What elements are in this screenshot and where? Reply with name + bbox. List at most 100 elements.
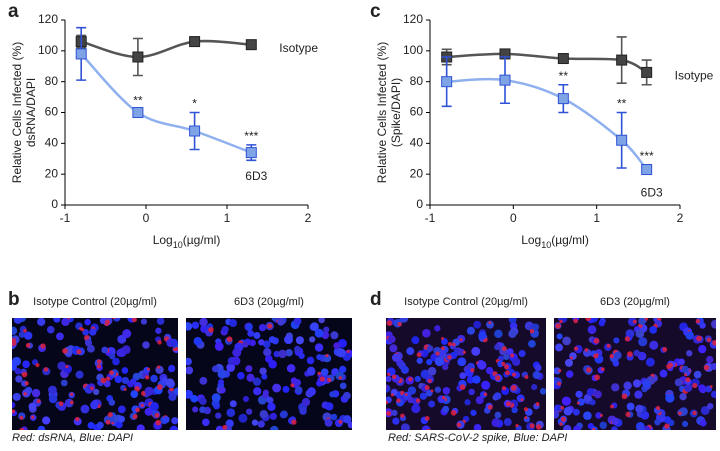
- nucleus: [122, 329, 132, 339]
- nucleus: [217, 379, 225, 386]
- nucleus: [186, 366, 194, 375]
- data-point: [75, 48, 87, 60]
- nucleus: [575, 390, 583, 398]
- nucleus: [165, 378, 175, 388]
- stain: [155, 419, 162, 426]
- nucleus: [636, 425, 645, 430]
- nucleus: [162, 416, 170, 423]
- stain: [112, 318, 116, 320]
- nucleus: [561, 396, 571, 406]
- stain: [43, 367, 49, 372]
- nucleus: [706, 355, 714, 364]
- nucleus: [89, 328, 97, 336]
- nucleus: [699, 419, 707, 427]
- nucleus: [698, 384, 706, 392]
- nucleus: [503, 418, 512, 426]
- stain: [593, 338, 600, 344]
- stain: [24, 381, 29, 386]
- nucleus: [301, 397, 311, 407]
- stain: [134, 386, 140, 392]
- nucleus: [562, 336, 572, 346]
- data-point: [557, 93, 569, 105]
- stain: [535, 424, 542, 430]
- nucleus: [237, 371, 245, 380]
- nucleus: [37, 425, 46, 430]
- nucleus: [144, 386, 154, 396]
- stain: [695, 319, 701, 324]
- stain: [459, 338, 463, 342]
- nucleus: [623, 381, 632, 390]
- x-tick-label: 2: [677, 211, 684, 225]
- nucleus: [109, 353, 116, 360]
- y-tick-label: 100: [403, 43, 423, 57]
- nucleus: [583, 411, 592, 421]
- nucleus: [13, 318, 23, 324]
- stain: [145, 375, 150, 380]
- stain: [488, 321, 492, 325]
- stain: [573, 318, 579, 324]
- x-tick-label: 2: [305, 211, 312, 225]
- nucleus: [599, 421, 608, 430]
- nucleus: [215, 425, 224, 430]
- nucleus: [136, 424, 145, 430]
- x-axis-label: Log10(µg/ml): [521, 233, 589, 250]
- stain: [470, 368, 475, 373]
- nucleus: [598, 320, 605, 327]
- nucleus: [339, 365, 347, 374]
- panel-label: d: [370, 289, 382, 310]
- nucleus: [12, 392, 21, 401]
- nucleus: [211, 393, 221, 403]
- stain: [65, 365, 69, 369]
- nucleus: [427, 367, 437, 376]
- nucleus: [121, 376, 129, 385]
- nucleus: [112, 357, 120, 366]
- stain: [96, 364, 102, 369]
- y-tick-label: 100: [38, 43, 58, 57]
- nucleus: [674, 378, 683, 387]
- nucleus: [268, 359, 277, 369]
- nucleus: [295, 336, 304, 345]
- nucleus: [262, 340, 271, 349]
- nucleus: [242, 341, 249, 348]
- nucleus: [565, 370, 574, 378]
- stain: [430, 389, 434, 393]
- stain: [338, 420, 343, 424]
- nucleus: [199, 397, 207, 405]
- stain: [326, 377, 332, 383]
- x-axis-label-part: Log: [153, 233, 173, 247]
- nucleus: [654, 418, 661, 426]
- nucleus: [130, 378, 137, 385]
- nucleus: [60, 379, 68, 387]
- y-tick-label: 60: [410, 105, 424, 119]
- nucleus: [466, 376, 475, 384]
- nucleus: [211, 365, 219, 373]
- stain: [386, 384, 387, 389]
- nucleus: [427, 345, 434, 352]
- stain: [501, 361, 506, 366]
- nucleus: [142, 341, 150, 349]
- stain: [435, 351, 440, 356]
- stain: [58, 401, 64, 407]
- nucleus: [626, 402, 635, 411]
- nucleus: [464, 399, 471, 406]
- nucleus: [391, 353, 401, 362]
- nucleus: [389, 344, 398, 353]
- y-tick-label: 120: [38, 12, 58, 26]
- stain: [391, 374, 397, 379]
- nucleus: [262, 392, 269, 399]
- nucleus: [593, 390, 602, 399]
- x-axis-label-part: (µg/ml): [183, 233, 221, 247]
- stain: [424, 416, 430, 421]
- nucleus: [485, 366, 494, 375]
- data-point: [245, 147, 257, 159]
- stain: [416, 352, 422, 358]
- y-tick-label: 60: [45, 105, 59, 119]
- nucleus: [144, 407, 153, 416]
- stain: [462, 350, 467, 354]
- nucleus: [632, 379, 642, 388]
- nucleus: [226, 363, 236, 372]
- nucleus: [18, 331, 26, 338]
- stain: [585, 318, 592, 322]
- nucleus: [193, 337, 203, 346]
- nucleus: [486, 320, 495, 329]
